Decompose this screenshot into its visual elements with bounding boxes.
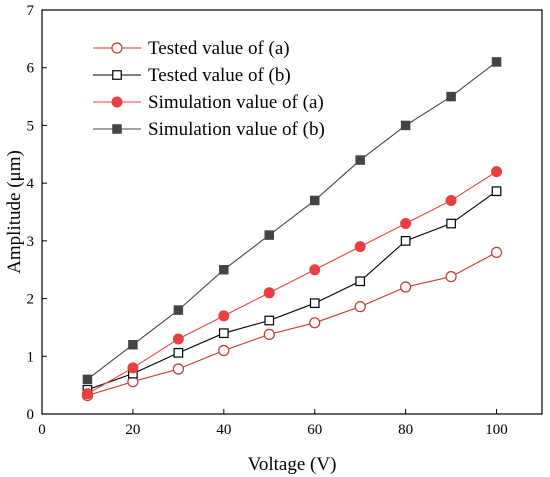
series-layer xyxy=(81,57,503,402)
y-tick-label: 6 xyxy=(27,61,35,77)
data-point xyxy=(112,70,122,80)
y-tick-label: 7 xyxy=(27,3,35,19)
y-tick-label: 3 xyxy=(27,234,35,250)
data-point xyxy=(264,315,275,326)
x-tick-label: 80 xyxy=(398,422,413,438)
data-point xyxy=(219,264,229,275)
data-point xyxy=(81,388,93,400)
data-point xyxy=(491,166,503,178)
data-point xyxy=(111,42,123,54)
y-tick-label: 4 xyxy=(27,176,35,192)
x-tick-label: 40 xyxy=(216,422,231,438)
series-1 xyxy=(81,246,503,402)
data-point xyxy=(128,339,138,350)
y-tick-label: 2 xyxy=(27,292,35,308)
legend-label: Simulation value of (b) xyxy=(148,119,325,140)
y-tick-label: 5 xyxy=(27,118,35,134)
data-point xyxy=(355,276,366,287)
series-line xyxy=(87,190,497,391)
data-point xyxy=(309,317,321,329)
x-tick-label: 60 xyxy=(307,422,322,438)
data-point xyxy=(172,363,184,375)
data-point xyxy=(446,91,456,102)
data-point xyxy=(400,218,412,230)
y-axis-title: Amplitude (μm) xyxy=(4,150,25,274)
data-point xyxy=(354,301,366,313)
series-line xyxy=(87,251,497,397)
data-point xyxy=(491,186,502,197)
data-point xyxy=(82,374,93,385)
legend: Tested value of (a) Tested value of (b) Si… xyxy=(93,38,325,140)
x-tick-label: 100 xyxy=(485,422,508,438)
x-tick-label: 0 xyxy=(38,422,46,438)
legend-entry: Simulation value of (a) xyxy=(93,92,324,113)
legend-label: Simulation value of (a) xyxy=(148,92,324,113)
data-point xyxy=(111,96,123,108)
data-point xyxy=(264,230,275,240)
data-point xyxy=(112,124,122,134)
data-point xyxy=(173,347,184,358)
data-point xyxy=(354,241,366,253)
legend-entry: Tested value of (a) xyxy=(93,38,290,59)
data-point xyxy=(490,246,503,258)
data-point xyxy=(172,333,184,345)
data-point xyxy=(127,362,139,374)
legend-label: Tested value of (b) xyxy=(148,65,291,86)
axes: 0 20 40 60 80 100 0 1 2 3 4 5 6 7 xyxy=(27,3,543,438)
series-line xyxy=(87,171,497,395)
data-point xyxy=(218,328,229,339)
data-point xyxy=(218,344,230,357)
data-point xyxy=(446,218,456,229)
data-point xyxy=(400,120,411,131)
data-point xyxy=(400,281,412,293)
data-point xyxy=(400,236,411,246)
data-point xyxy=(445,271,457,283)
data-point xyxy=(263,328,275,340)
series-line xyxy=(87,61,497,380)
data-point xyxy=(173,305,184,315)
x-tick-label: 20 xyxy=(125,422,140,438)
data-point xyxy=(445,194,457,206)
data-point xyxy=(309,298,320,309)
legend-label: Tested value of (a) xyxy=(148,38,290,59)
legend-entry: Tested value of (b) xyxy=(93,65,291,86)
data-point xyxy=(263,287,275,299)
y-tick-label: 0 xyxy=(27,407,35,423)
legend-entry: Simulation value of (b) xyxy=(93,119,325,140)
series-4 xyxy=(82,57,502,385)
plot-frame xyxy=(41,9,543,415)
data-point xyxy=(218,310,230,322)
data-point xyxy=(491,57,502,67)
series-3 xyxy=(81,166,503,400)
x-axis-title: Voltage (V) xyxy=(248,454,337,475)
y-tick-label: 1 xyxy=(27,349,35,365)
data-point xyxy=(309,264,321,276)
data-point xyxy=(355,155,365,165)
data-point xyxy=(309,195,320,206)
